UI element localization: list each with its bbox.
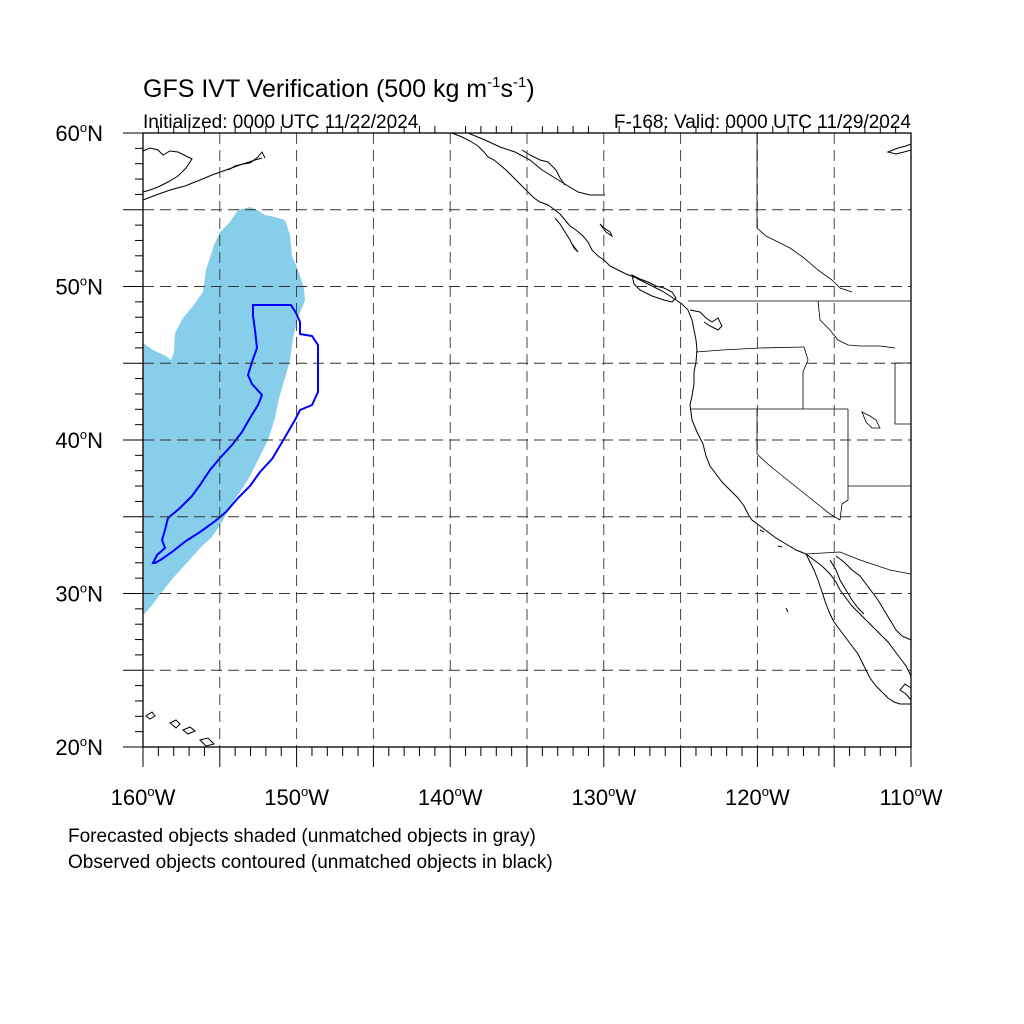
lon-label: 140oW [418, 784, 483, 810]
observed-legend-note: Observed objects contoured (unmatched ob… [68, 852, 553, 873]
lon-label: 160oW [111, 784, 176, 810]
axis-labels: 60oN 50oN 40oN 30oN 20oN 160oW 150oW 140oW 130oW… [55, 120, 942, 810]
political-borders [688, 133, 912, 575]
observed-ivt-contour [151, 304, 319, 564]
lat-label: 40oN [55, 427, 103, 453]
lon-label: 130oW [571, 784, 636, 810]
lon-label: 120oW [725, 784, 790, 810]
lat-label: 50oN [55, 274, 103, 300]
lat-label: 20oN [55, 734, 103, 760]
axis-ticks [123, 126, 912, 767]
lon-label: 150oW [264, 784, 329, 810]
lat-lon-grid [143, 133, 911, 747]
map-title: GFS IVT Verification (500 kg m-1s-1) [143, 74, 535, 103]
valid-time-label: F-168: Valid: 0000 UTC 11/29/2024 [614, 112, 912, 133]
forecast-legend-note: Forecasted objects shaded (unmatched obj… [68, 826, 536, 847]
lat-label: 30oN [55, 581, 103, 607]
init-time-label: Initialized: 0000 UTC 11/22/2024 [143, 112, 419, 133]
forecast-ivt-object [143, 207, 305, 615]
coastlines [142, 132, 912, 747]
lat-label: 60oN [55, 120, 103, 146]
lon-label: 110oW [879, 784, 942, 810]
